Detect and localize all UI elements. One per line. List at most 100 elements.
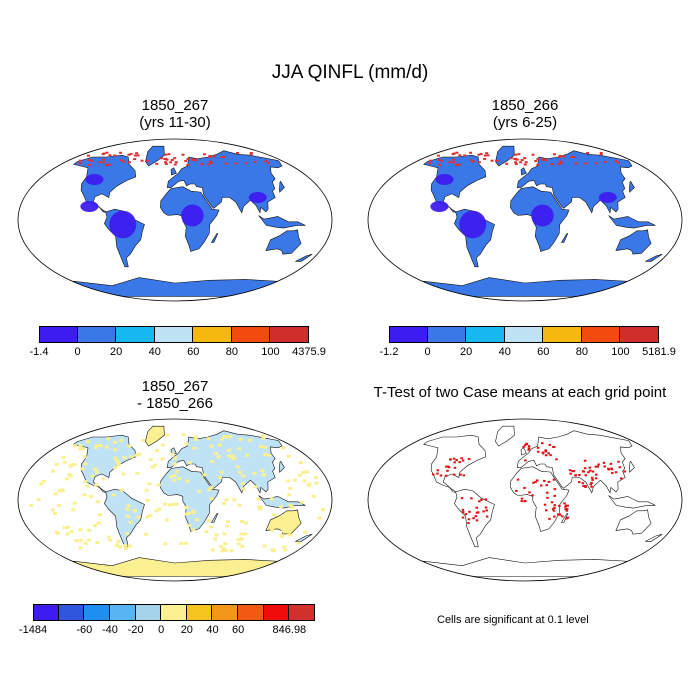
diff-cell: [220, 549, 225, 553]
diff-cell: [106, 437, 111, 441]
significant-cell: [590, 476, 594, 479]
significant-cell: [516, 478, 520, 481]
continent-indonesia: [608, 495, 656, 509]
diff-cell: [67, 473, 72, 477]
diff-cell: [123, 547, 128, 551]
colorbar-box: [466, 326, 505, 343]
colorbar-box: [581, 326, 621, 343]
significant-cell: [528, 491, 531, 494]
high-cell: [428, 162, 432, 165]
high-cell: [140, 159, 144, 162]
map-diff: [17, 418, 333, 582]
high-cell: [167, 153, 171, 156]
colorbar-label: 20: [460, 346, 473, 358]
diff-cell: [219, 544, 224, 548]
continent-new-zealand: [295, 253, 313, 262]
diff-cell: [36, 497, 41, 501]
significant-cell: [475, 519, 479, 522]
colorbar-box: [161, 604, 187, 621]
diff-cell: [85, 484, 90, 488]
significant-cell: [543, 479, 546, 482]
high-cell: [264, 160, 268, 163]
high-cell: [558, 154, 562, 157]
diff-cell: [56, 504, 61, 508]
significant-cell: [515, 489, 518, 492]
colorbar-box: [33, 604, 59, 621]
diff-cell: [219, 470, 224, 474]
diff-cell: [317, 516, 322, 520]
significant-cell: [520, 500, 524, 503]
diff-cell: [223, 542, 228, 546]
diff-cell: [86, 538, 91, 542]
high-cell: [212, 155, 216, 158]
diff-cell: [296, 541, 301, 545]
diff-cell: [62, 460, 67, 464]
map-border: [367, 138, 683, 302]
diff-cell: [258, 507, 263, 511]
diff-cell: [148, 514, 153, 518]
colorbar-case1: -1.4 0 20 40 60 80 100 4375.9: [30, 326, 326, 362]
high-cell: [186, 158, 190, 161]
high-cell: [200, 163, 204, 166]
high-cell: [119, 159, 123, 162]
continent-africa: [160, 466, 220, 532]
diff-cell: [194, 435, 199, 439]
diff-cell: [244, 521, 249, 525]
significant-cell: [545, 484, 548, 487]
figure-title: JJA QINFL (mm/d): [271, 62, 429, 83]
diff-cell: [169, 475, 174, 479]
map-case1: [17, 138, 333, 302]
map-case2: [367, 138, 683, 302]
high-cell: [164, 161, 168, 164]
continent-madagascar: [210, 233, 219, 243]
diff-cell: [98, 513, 103, 517]
diff-cell: [39, 482, 44, 486]
continent-indonesia: [258, 215, 306, 229]
diff-cell: [104, 445, 109, 449]
diff-cell: [81, 447, 86, 451]
high-cell: [479, 153, 483, 156]
colorbar-box: [109, 604, 136, 621]
diff-cell: [83, 541, 88, 545]
significant-cell: [582, 484, 585, 487]
diff-cell: [116, 461, 121, 465]
significant-cell: [553, 515, 556, 518]
diff-cell: [217, 475, 222, 479]
high-cell: [121, 160, 125, 163]
diff-cell: [243, 532, 248, 536]
diff-cell: [240, 519, 245, 523]
significant-cell: [565, 508, 569, 511]
significant-cell: [436, 472, 439, 475]
diff-cell: [71, 508, 76, 512]
high-cell: [133, 158, 137, 161]
significant-cell: [594, 473, 598, 476]
high-cell: [486, 154, 490, 157]
colorbar-label: 100: [611, 346, 630, 358]
diff-cell: [185, 479, 190, 483]
diff-cell: [263, 445, 268, 449]
diff-cell: [282, 545, 287, 549]
panel-title-case1: 1850_267 (yrs 11-30): [139, 97, 211, 131]
low-region: [430, 201, 449, 212]
high-cell: [524, 161, 528, 164]
diff-cell: [256, 497, 261, 501]
high-cell: [249, 153, 253, 156]
high-cell: [559, 162, 563, 165]
diff-cell: [42, 479, 47, 483]
significant-cell: [453, 461, 456, 464]
low-region: [459, 210, 487, 239]
significant-cell: [588, 466, 592, 469]
diff-cell: [183, 541, 188, 545]
diff-cell: [113, 456, 118, 460]
high-cell: [509, 157, 513, 160]
significant-cell: [578, 473, 581, 476]
high-cell: [127, 153, 131, 156]
diff-cell: [134, 453, 139, 457]
significant-cell: [558, 504, 561, 507]
significant-cell: [544, 450, 548, 453]
diff-cell: [281, 529, 286, 533]
diff-cell: [292, 478, 297, 482]
colorbar-label: -60: [76, 624, 93, 636]
diff-cell: [64, 477, 69, 481]
diff-cell: [197, 489, 202, 493]
